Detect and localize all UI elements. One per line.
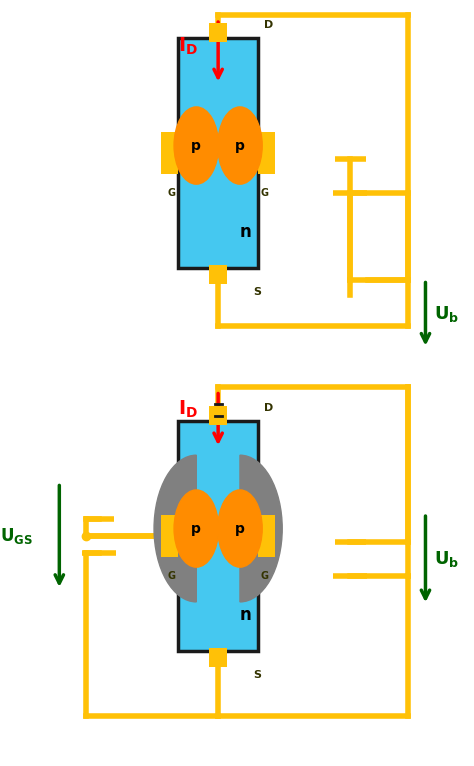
Wedge shape [154, 455, 196, 602]
Circle shape [174, 107, 219, 184]
Circle shape [174, 490, 219, 567]
FancyBboxPatch shape [178, 38, 258, 268]
Text: p: p [235, 139, 245, 152]
Wedge shape [240, 455, 282, 602]
Bar [210, 265, 227, 284]
Text: n: n [239, 224, 251, 241]
Bar [258, 516, 275, 558]
Bar [210, 23, 227, 42]
Text: G: G [260, 188, 268, 198]
Bar [210, 648, 227, 666]
Text: p: p [235, 522, 245, 535]
Text: G: G [260, 571, 268, 581]
Bar [161, 516, 178, 558]
Text: G: G [168, 188, 176, 198]
Text: D: D [264, 19, 273, 30]
Bar [210, 406, 227, 425]
Text: $\mathbf{I_D}$: $\mathbf{I_D}$ [178, 35, 199, 57]
Text: G: G [168, 571, 176, 581]
Text: n: n [239, 607, 251, 624]
Bar [161, 132, 178, 174]
Circle shape [218, 490, 262, 567]
Text: S: S [254, 670, 262, 680]
Text: p: p [191, 139, 201, 152]
Text: $\mathbf{U_b}$: $\mathbf{U_b}$ [434, 304, 459, 324]
Circle shape [218, 107, 262, 184]
FancyBboxPatch shape [178, 421, 258, 651]
Bar [258, 132, 275, 174]
Text: D: D [264, 402, 273, 413]
Text: S: S [254, 287, 262, 297]
Text: p: p [191, 522, 201, 535]
Text: $\mathbf{U_{GS}}$: $\mathbf{U_{GS}}$ [0, 526, 33, 546]
Text: $\mathbf{I_D}$: $\mathbf{I_D}$ [178, 399, 199, 421]
Text: $\mathbf{U_b}$: $\mathbf{U_b}$ [434, 549, 459, 569]
